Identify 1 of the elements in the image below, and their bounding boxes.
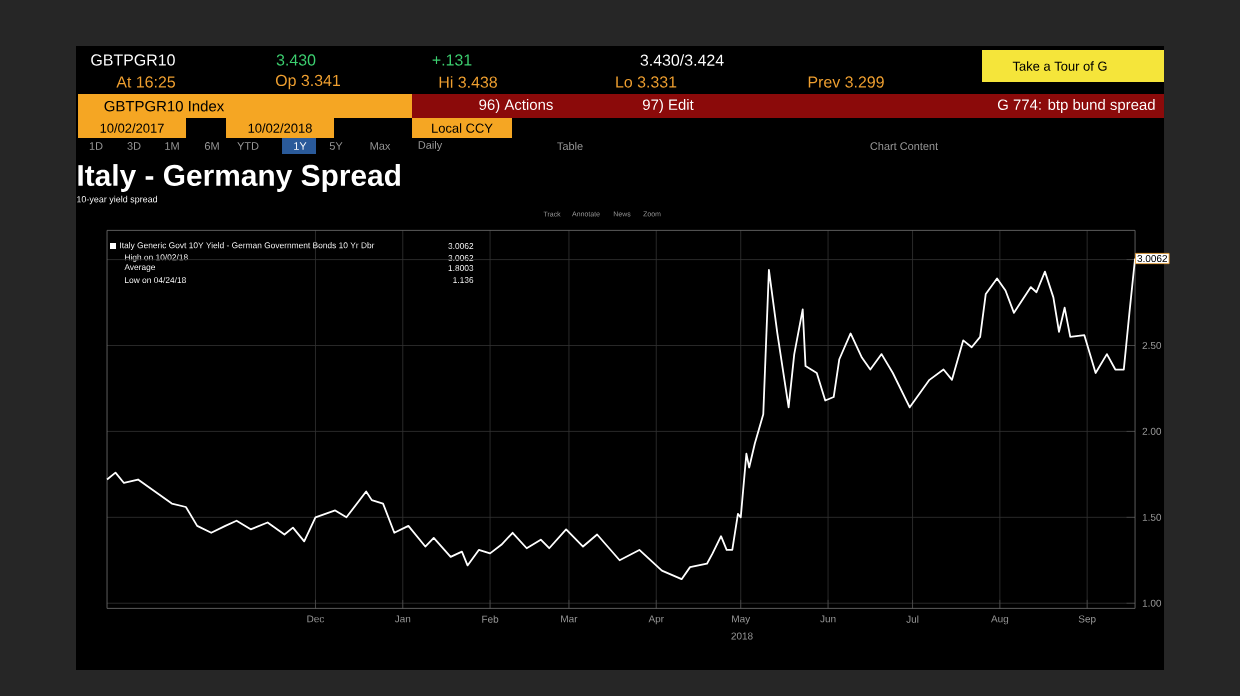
chart-title: Italy - Germany Spread [78, 164, 400, 192]
